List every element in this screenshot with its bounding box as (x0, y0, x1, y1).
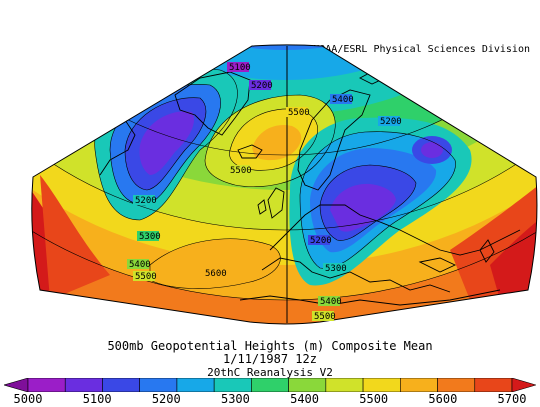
colorbar-swatch (64, 378, 103, 392)
colorbar-tick-label: 5000 (13, 392, 43, 406)
colorbar-swatch (474, 378, 513, 392)
colorbar-swatch (176, 378, 215, 392)
colorbar-max-arrow (511, 378, 536, 392)
colorbar-tick-label: 5200 (151, 392, 181, 406)
contour-label: 5500 (288, 108, 310, 118)
colorbar-tick-label: 5700 (497, 392, 527, 406)
dataset-name: 20thC Reanalysis V2 (207, 366, 333, 379)
colorbar-swatch (400, 378, 438, 392)
colorbar (4, 378, 536, 392)
contour-label: 5300 (139, 232, 161, 242)
contour-labels: 5100 5200 5400 5500 5200 5500 5200 5300 … (127, 62, 402, 322)
plot-date: 1/11/1987 12z (223, 352, 317, 366)
contour-label: 5200 (251, 81, 273, 91)
contour-label: 5500 (135, 272, 157, 282)
colorbar-swatch (437, 378, 476, 392)
colorbar-swatch (213, 378, 252, 392)
contour-label: 5500 (314, 312, 336, 322)
colorbar-swatch (27, 378, 66, 392)
colorbar-tick-label: 5100 (82, 392, 112, 406)
colorbar-swatch (102, 378, 140, 392)
colorbar-tick-label: 5400 (290, 392, 320, 406)
contour-label: 5200 (380, 117, 402, 127)
colorbar-labels: 5000 5100 5200 5300 5400 5500 5600 5700 (0, 392, 540, 406)
colorbar-tick-label: 5600 (428, 392, 458, 406)
org-credit: NOAA/ESRL Physical Sciences Division (313, 44, 530, 55)
contour-label: 5100 (229, 63, 251, 73)
contour-label: 5500 (230, 166, 252, 176)
contour-label: 5400 (129, 260, 151, 270)
colorbar-swatch (325, 378, 364, 392)
contour-label: 5300 (325, 264, 347, 274)
colorbar-tick-label: 5500 (359, 392, 389, 406)
contour-label: 5200 (310, 236, 332, 246)
colorbar-swatch (251, 378, 289, 392)
colorbar-swatch (139, 378, 178, 392)
colorbar-tick-label: 5300 (220, 392, 250, 406)
map-frame (31, 44, 538, 325)
plot-title: 500mb Geopotential Heights (m) Composite… (107, 339, 433, 353)
colorbar-min-arrow (4, 378, 29, 392)
contour-label: 5400 (320, 297, 342, 307)
contour-label: 5600 (205, 269, 227, 279)
colorbar-swatch (288, 378, 327, 392)
contour-label: 5200 (135, 196, 157, 206)
contour-label: 5400 (332, 95, 354, 105)
colorbar-swatch (362, 378, 401, 392)
